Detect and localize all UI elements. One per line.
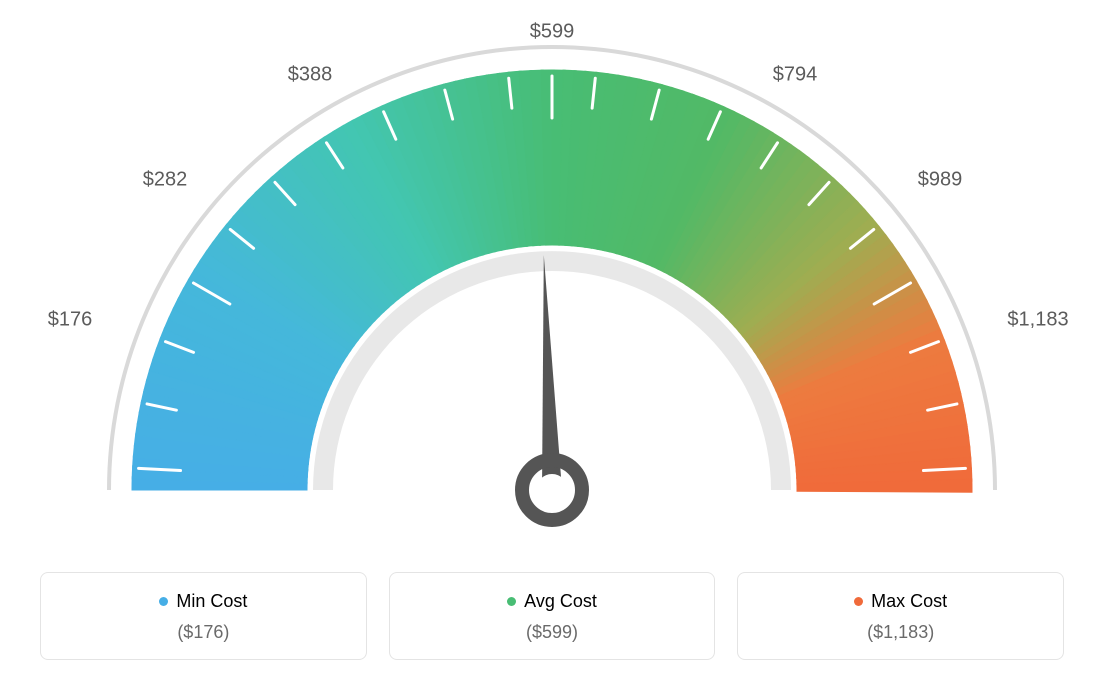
gauge-svg	[0, 0, 1104, 560]
gauge-tick-label: $176	[48, 309, 93, 332]
legend-value-min: ($176)	[51, 622, 356, 643]
dot-icon	[854, 597, 863, 606]
legend-title-min: Min Cost	[159, 591, 247, 612]
dot-icon	[507, 597, 516, 606]
gauge-chart: $176 $282 $388 $599 $794 $989 $1,183	[0, 0, 1104, 560]
legend-title-text: Avg Cost	[524, 591, 597, 612]
gauge-tick-label: $599	[530, 21, 575, 44]
legend-title-avg: Avg Cost	[507, 591, 597, 612]
legend-value-max: ($1,183)	[748, 622, 1053, 643]
legend-title-text: Max Cost	[871, 591, 947, 612]
gauge-tick-label: $794	[773, 64, 818, 87]
legend-row: Min Cost ($176) Avg Cost ($599) Max Cost…	[40, 572, 1064, 660]
legend-title-text: Min Cost	[176, 591, 247, 612]
gauge-tick-label: $282	[143, 169, 188, 192]
gauge-tick-label: $388	[288, 64, 333, 87]
legend-value-avg: ($599)	[400, 622, 705, 643]
gauge-tick-label: $989	[918, 169, 963, 192]
gauge-tick-label: $1,183	[1007, 309, 1068, 332]
legend-card-avg: Avg Cost ($599)	[389, 572, 716, 660]
legend-card-min: Min Cost ($176)	[40, 572, 367, 660]
dot-icon	[159, 597, 168, 606]
legend-title-max: Max Cost	[854, 591, 947, 612]
legend-card-max: Max Cost ($1,183)	[737, 572, 1064, 660]
